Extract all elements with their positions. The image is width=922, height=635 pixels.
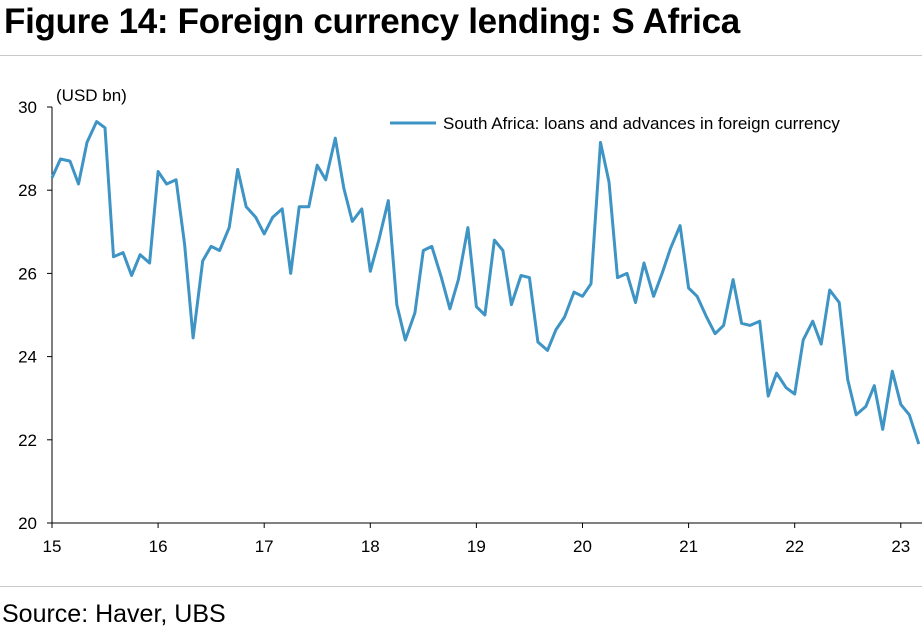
y-tick-label: 20 bbox=[18, 514, 37, 533]
x-tick-label: 21 bbox=[679, 537, 698, 556]
legend-label: South Africa: loans and advances in fore… bbox=[443, 114, 840, 133]
y-tick-label: 26 bbox=[18, 264, 37, 283]
x-tick-label: 23 bbox=[891, 537, 910, 556]
top-rule bbox=[0, 55, 922, 56]
x-tick-label: 18 bbox=[361, 537, 380, 556]
x-tick-label: 15 bbox=[43, 537, 62, 556]
line-chart: 20 22 24 26 28 30 15 16 17 18 19 20 21 22 23 (USD bn)… bbox=[18, 86, 922, 556]
series-line bbox=[50, 120, 921, 445]
y-unit-label: (USD bn) bbox=[56, 86, 127, 105]
x-tick-label: 17 bbox=[255, 537, 274, 556]
x-tick-label: 22 bbox=[785, 537, 804, 556]
legend: South Africa: loans and advances in fore… bbox=[390, 114, 840, 133]
y-tick-label: 30 bbox=[18, 98, 37, 117]
series-layer bbox=[50, 120, 921, 445]
x-tick-label: 20 bbox=[573, 537, 592, 556]
source-note: Source: Haver, UBS bbox=[2, 600, 226, 628]
x-axis: 15 16 17 18 19 20 21 22 23 bbox=[43, 522, 922, 556]
y-tick-label: 28 bbox=[18, 181, 37, 200]
x-tick-label: 19 bbox=[467, 537, 486, 556]
y-axis: 20 22 24 26 28 30 bbox=[18, 98, 53, 533]
y-tick-label: 24 bbox=[18, 348, 37, 367]
bottom-rule bbox=[0, 586, 922, 587]
figure-title: Figure 14: Foreign currency lending: S A… bbox=[4, 2, 740, 41]
x-tick-label: 16 bbox=[149, 537, 168, 556]
y-tick-label: 22 bbox=[18, 431, 37, 450]
